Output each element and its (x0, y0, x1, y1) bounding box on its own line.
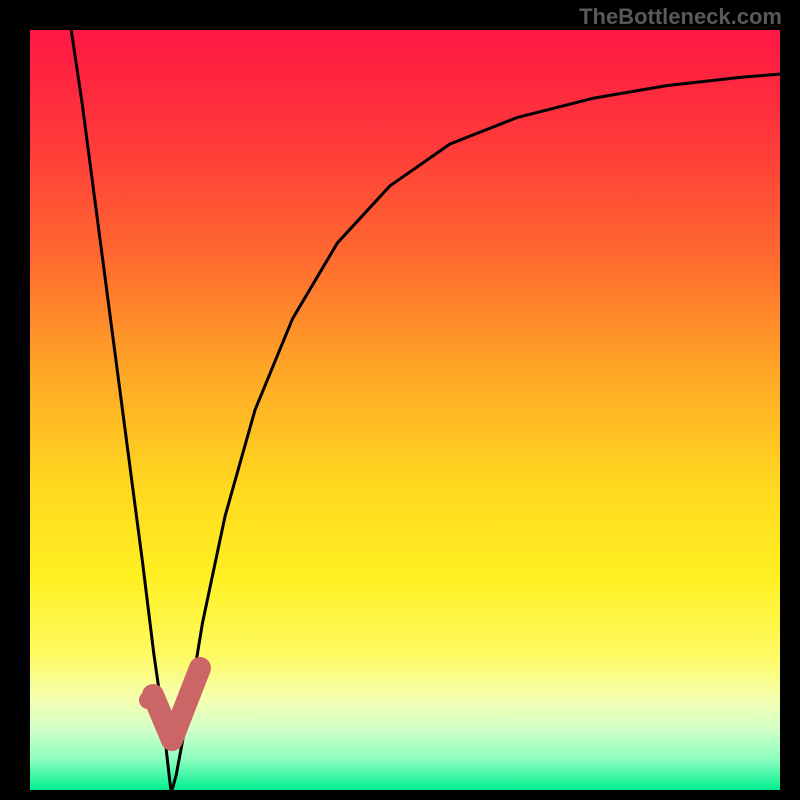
watermark-text: TheBottleneck.com (579, 4, 782, 30)
plot-background (30, 30, 780, 790)
chart-container: TheBottleneck.com (0, 0, 800, 800)
bottleneck-curve-chart (0, 0, 800, 800)
